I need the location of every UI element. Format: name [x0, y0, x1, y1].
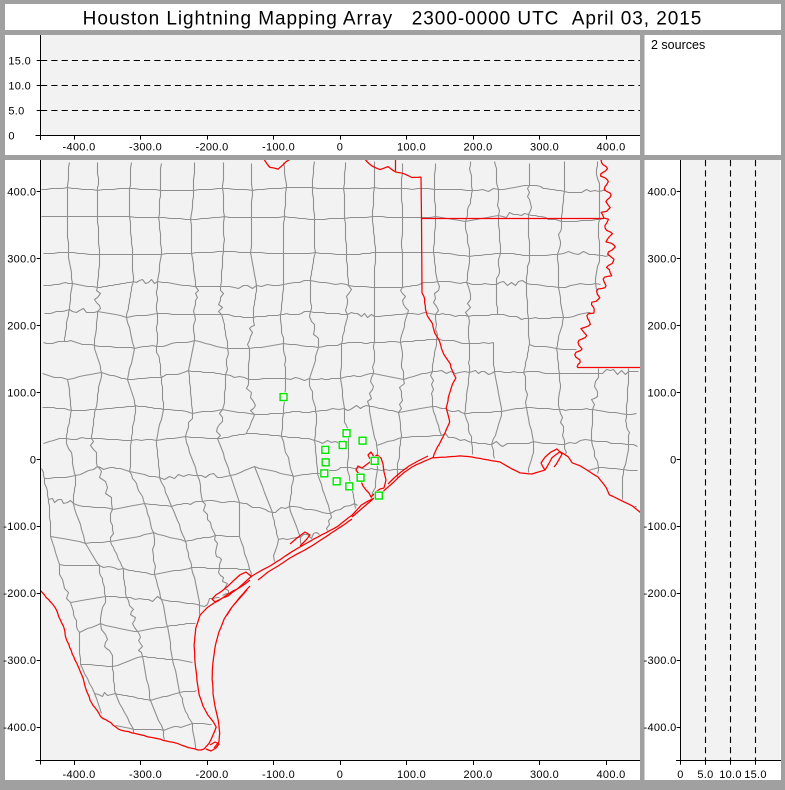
svg-text:400.0: 400.0 — [596, 769, 625, 781]
svg-text:300.0: 300.0 — [7, 254, 36, 266]
svg-text:-100.0: -100.0 — [644, 521, 677, 533]
svg-text:-400.0: -400.0 — [63, 769, 96, 781]
svg-text:-200.0: -200.0 — [196, 769, 229, 781]
svg-text:-200.0: -200.0 — [644, 588, 677, 600]
svg-text:400.0: 400.0 — [596, 142, 625, 154]
svg-text:-100.0: -100.0 — [262, 769, 295, 781]
svg-text:-400.0: -400.0 — [3, 722, 36, 734]
svg-text:0: 0 — [677, 769, 683, 781]
svg-text:-100.0: -100.0 — [262, 142, 295, 154]
svg-text:100.0: 100.0 — [397, 769, 426, 781]
svg-text:0: 0 — [30, 454, 36, 466]
svg-text:100.0: 100.0 — [397, 142, 426, 154]
svg-text:0: 0 — [337, 142, 343, 154]
svg-text:200.0: 200.0 — [463, 769, 492, 781]
svg-text:300.0: 300.0 — [530, 142, 559, 154]
svg-text:300.0: 300.0 — [530, 769, 559, 781]
svg-text:-200.0: -200.0 — [196, 142, 229, 154]
svg-text:-400.0: -400.0 — [644, 722, 677, 734]
svg-text:15.0: 15.0 — [8, 55, 31, 67]
svg-text:100.0: 100.0 — [7, 387, 36, 399]
svg-text:200.0: 200.0 — [463, 142, 492, 154]
svg-text:0: 0 — [8, 130, 14, 142]
svg-text:15.0: 15.0 — [744, 769, 767, 781]
svg-text:Houston Lightning Mapping Arra: Houston Lightning Mapping Array 2300-000… — [83, 9, 703, 30]
svg-text:10.0: 10.0 — [719, 769, 742, 781]
svg-text:200.0: 200.0 — [647, 321, 676, 333]
svg-text:5.0: 5.0 — [697, 769, 713, 781]
svg-text:-300.0: -300.0 — [644, 655, 677, 667]
svg-text:5.0: 5.0 — [8, 105, 24, 117]
svg-text:-300.0: -300.0 — [129, 769, 162, 781]
svg-text:400.0: 400.0 — [7, 187, 36, 199]
svg-text:-300.0: -300.0 — [3, 655, 36, 667]
svg-text:2 sources: 2 sources — [651, 38, 705, 52]
svg-text:200.0: 200.0 — [7, 321, 36, 333]
svg-text:-400.0: -400.0 — [63, 142, 96, 154]
svg-text:-300.0: -300.0 — [129, 142, 162, 154]
svg-text:100.0: 100.0 — [647, 387, 676, 399]
svg-text:10.0: 10.0 — [8, 80, 31, 92]
svg-text:400.0: 400.0 — [647, 187, 676, 199]
svg-text:300.0: 300.0 — [647, 254, 676, 266]
svg-text:-100.0: -100.0 — [3, 521, 36, 533]
svg-text:-200.0: -200.0 — [3, 588, 36, 600]
svg-text:0: 0 — [670, 454, 676, 466]
svg-text:0: 0 — [337, 769, 343, 781]
